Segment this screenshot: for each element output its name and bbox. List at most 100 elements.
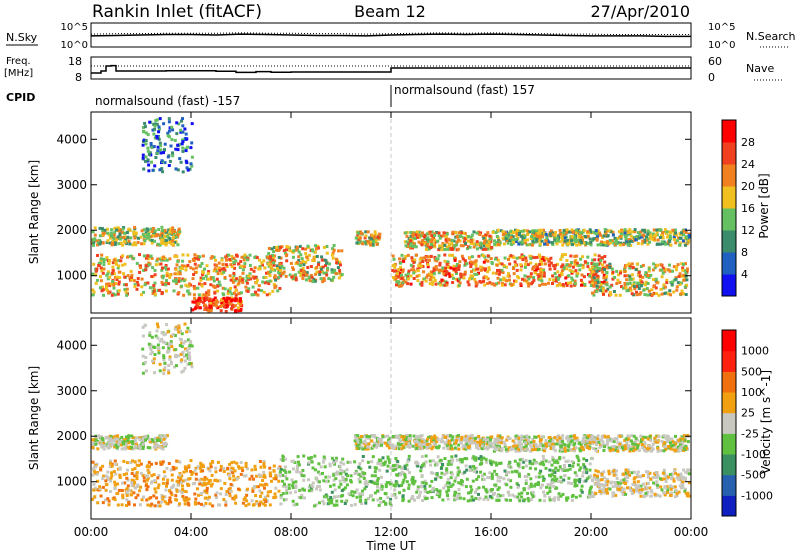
scatter-cell-5	[591, 258, 595, 262]
scatter-cell-5	[571, 265, 575, 269]
scatter-cell-4	[469, 498, 473, 502]
scatter-cell-0	[270, 479, 273, 483]
scatter-cell-4	[446, 463, 450, 466]
scatter-cell-6	[462, 240, 466, 244]
scatter-cell-2	[192, 300, 196, 304]
scatter-cell-2	[292, 503, 296, 507]
scatter-cell-1	[272, 283, 276, 286]
scatter-cell-1	[133, 285, 137, 289]
scatter-cell-5	[533, 265, 537, 269]
scatter-cell-7	[548, 232, 552, 236]
scatter-cell-4	[537, 475, 541, 479]
scatter-cell-2	[313, 468, 317, 472]
scatter-cell-0	[237, 466, 241, 470]
scatter-cell-7	[511, 238, 514, 242]
scatter-cell-2	[311, 481, 315, 485]
scatter-cell-0	[133, 236, 137, 240]
scatter-cell-8	[647, 275, 651, 279]
date-label: 27/Apr/2010	[590, 2, 690, 21]
scatter-cell-3	[317, 263, 320, 267]
scatter-cell-0	[119, 237, 123, 241]
scatter-cell-4	[579, 488, 583, 492]
scatter-cell-2	[289, 491, 293, 495]
scatter-cell-1	[97, 434, 100, 438]
scatter-cell-8	[647, 267, 651, 271]
scatter-cell-2	[230, 307, 234, 311]
scatter-cell-7	[655, 242, 659, 246]
scatter-cell-6	[443, 243, 447, 247]
scatter-cell-7	[593, 231, 597, 235]
scatter-cell-1	[117, 282, 121, 286]
scatter-cell-2	[212, 298, 216, 302]
scatter-cell-0	[174, 498, 178, 502]
scatter-cell-5	[455, 262, 459, 266]
colorbar-segment	[722, 120, 736, 143]
scatter-cell-0	[145, 482, 148, 486]
scatter-cell-5	[420, 281, 424, 284]
scatter-cell-0	[199, 461, 203, 465]
scatter-cell-4	[578, 494, 582, 498]
scatter-cell-9	[155, 134, 159, 138]
scatter-cell-0	[189, 459, 193, 463]
scatter-cell-1	[255, 278, 259, 282]
scatter-cell-1	[182, 279, 186, 283]
scatter-cell-4	[573, 478, 577, 482]
scatter-cell-0	[219, 464, 223, 468]
scatter-cell-0	[277, 467, 281, 470]
scatter-cell-7	[633, 228, 637, 232]
scatter-cell-3	[332, 248, 336, 252]
scatter-cell-8	[615, 269, 619, 273]
scatter-cell-6	[403, 240, 407, 244]
scatter-cell-7	[535, 238, 539, 242]
scatter-cell-6	[431, 242, 435, 246]
scatter-cell-7	[530, 243, 534, 247]
scatter-cell-9	[142, 126, 145, 129]
scatter-cell-4	[479, 455, 483, 459]
scatter-cell-0	[203, 496, 207, 500]
scatter-cell-1	[140, 285, 144, 289]
scatter-cell-3	[376, 439, 380, 443]
scatter-cell-3	[455, 439, 459, 443]
scatter-cell-9	[167, 117, 171, 121]
scatter-cell-1	[212, 284, 216, 288]
scatter-cell-5	[521, 277, 524, 281]
scatter-cell-3	[310, 248, 314, 252]
scatter-cell-0	[137, 236, 140, 240]
scatter-cell-1	[201, 273, 205, 277]
scatter-cell-4	[482, 472, 486, 476]
scatter-cell-3	[323, 258, 327, 262]
scatter-cell-5	[586, 265, 590, 269]
scatter-cell-0	[167, 228, 171, 232]
scatter-cell-5	[560, 254, 564, 258]
scatter-cell-5	[486, 259, 490, 263]
scatter-cell-4	[420, 464, 424, 467]
scatter-cell-9	[149, 142, 153, 145]
scatter-cell-2	[287, 486, 291, 490]
scatter-cell-5	[498, 261, 502, 265]
scatter-cell-0	[259, 473, 263, 477]
scatter-cell-8	[595, 269, 599, 273]
scatter-cell-7	[687, 235, 691, 239]
scatter-cell-2	[328, 501, 332, 505]
scatter-cell-1	[105, 257, 109, 261]
scatter-cell-1	[191, 277, 195, 281]
scatter-cell-2	[310, 483, 314, 487]
scatter-cell-1	[114, 437, 117, 441]
scatter-cell-0	[125, 504, 128, 507]
freq-left-label-line2: [MHz]	[4, 68, 33, 79]
scatter-cell-1	[238, 279, 242, 283]
scatter-cell-2	[220, 301, 224, 304]
scatter-cell-0	[98, 242, 102, 246]
scatter-cell-3	[331, 251, 335, 255]
scatter-cell-5	[434, 282, 438, 286]
scatter-cell-4	[538, 498, 542, 502]
scatter-cell-5	[565, 259, 569, 262]
scatter-cell-4	[526, 491, 529, 495]
scatter-cell-9	[181, 149, 185, 153]
scatter-cell-1	[146, 254, 150, 258]
scatter-cell-5	[473, 278, 477, 281]
scatter-cell-4	[396, 460, 400, 463]
scatter-cell-0	[172, 467, 176, 471]
scatter-cell-9	[180, 119, 183, 123]
scatter-cell-0	[244, 461, 248, 465]
